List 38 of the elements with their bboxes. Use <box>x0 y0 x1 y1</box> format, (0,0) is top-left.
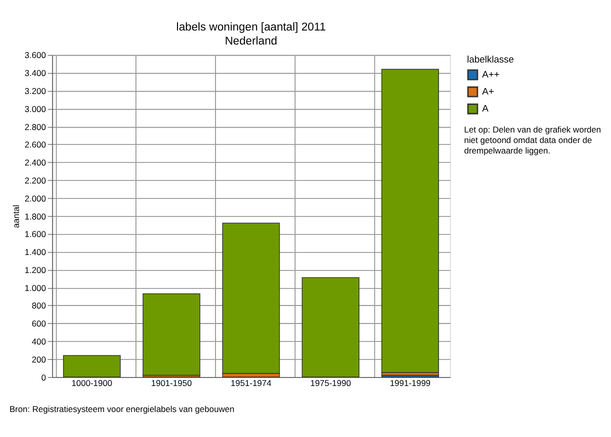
y-tick-label: 1.000 <box>24 282 46 293</box>
x-tick-label: 1901-1950 <box>151 378 192 388</box>
y-tick-label: 3.400 <box>24 68 46 78</box>
text: Bron: Registratiesysteem voor energielabels van gebouwen <box>9 404 235 414</box>
y-tick-label: 2.000 <box>24 193 46 204</box>
legend-title: labelklasse <box>467 54 514 66</box>
bar <box>63 355 121 378</box>
y-tick-label: 1.200 <box>24 264 46 275</box>
chart-title: labels woningen [aantal] 2011 <box>176 21 326 34</box>
bar <box>381 68 439 373</box>
y-tick-label: 2.200 <box>24 175 46 186</box>
bar <box>222 222 280 374</box>
bar <box>142 293 200 376</box>
x-tick-label: 1991-1999 <box>390 378 431 388</box>
y-tick-label: 2.800 <box>24 122 46 132</box>
y-tick-label: 0 <box>41 372 46 382</box>
bar <box>302 277 360 378</box>
y-axis-title: aantal <box>10 204 21 228</box>
legend-label: A++ <box>482 70 500 81</box>
text: Let op: Delen van de grafiek worden niet getoond omdat data onder de drempelwaarde liggen. <box>464 124 602 156</box>
y-tick-label: 3.200 <box>24 86 46 96</box>
y-tick-label: 400 <box>32 336 46 347</box>
y-tick-label: 3.600 <box>24 50 46 60</box>
y-tick-label: 2.400 <box>24 158 46 168</box>
legend-label: A <box>482 104 490 115</box>
y-tick-label: 600 <box>32 318 46 329</box>
x-tick-label: 1000-1900 <box>72 378 113 388</box>
y-tick-label: 800 <box>32 300 46 311</box>
y-tick-label: 1.400 <box>24 247 46 258</box>
y-tick-label: 200 <box>32 354 46 364</box>
chart-subtitle: Nederland <box>224 35 278 48</box>
y-tick-label: 1.800 <box>24 211 46 222</box>
legend-label: A+ <box>482 86 494 98</box>
x-tick-label: 1975-1990 <box>310 378 352 388</box>
x-tick-label: 1951-1974 <box>230 378 272 388</box>
y-tick-label: 2.600 <box>24 140 46 150</box>
y-tick-label: 3.000 <box>24 104 46 114</box>
y-tick-label: 1.600 <box>24 229 46 240</box>
